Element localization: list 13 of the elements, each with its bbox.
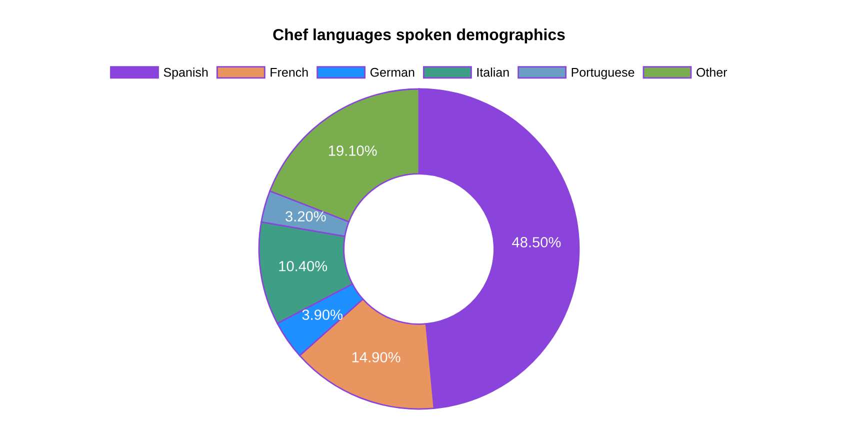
legend-label: Other	[696, 68, 728, 77]
data-label: 48.50%	[512, 237, 561, 248]
chart-title: Chef languages spoken demographics	[273, 28, 565, 44]
data-label: 10.40%	[279, 260, 328, 272]
legend-label: Italian	[477, 68, 509, 77]
legend-label: Spanish	[164, 68, 208, 80]
legend-label: Portuguese	[572, 68, 634, 80]
data-label: 3.90%	[302, 310, 343, 320]
legend-label: French	[270, 68, 308, 77]
data-label: 19.10%	[328, 146, 377, 156]
data-label: 3.20%	[286, 211, 326, 222]
data-label: 14.90%	[352, 352, 400, 362]
legend-label: German	[370, 68, 414, 77]
